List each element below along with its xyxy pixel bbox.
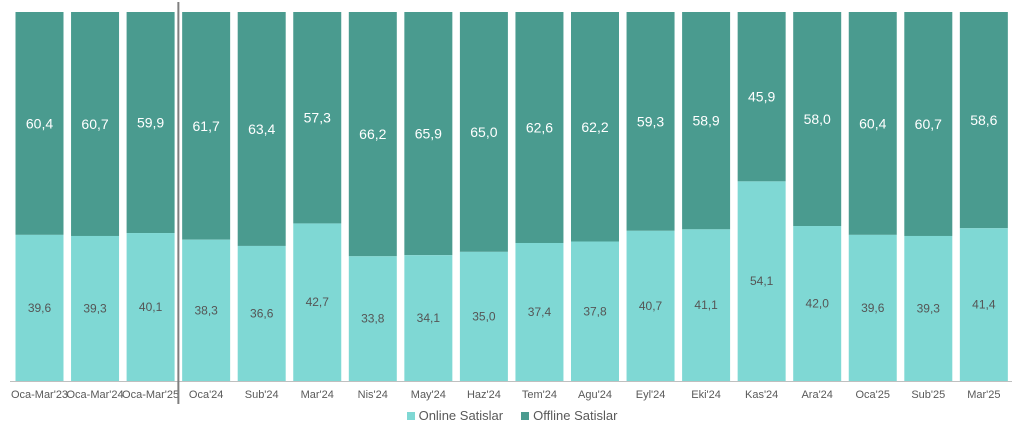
label-online-0: 39,6 xyxy=(28,301,52,315)
legend-label-online: Online Satislar xyxy=(418,408,504,423)
bar-offline-8 xyxy=(459,12,508,252)
bar-online-16 xyxy=(904,235,953,381)
category-label-11: Eyl'24 xyxy=(636,389,666,401)
bar-offline-14 xyxy=(793,12,842,227)
bar-offline-3 xyxy=(182,12,231,240)
bar-online-14 xyxy=(793,226,842,381)
bar-offline-9 xyxy=(515,12,564,243)
legend-label-offline: Offline Satislar xyxy=(533,408,618,423)
label-online-2: 40,1 xyxy=(139,300,163,314)
bar-offline-13 xyxy=(737,12,786,182)
category-label-3: Oca'24 xyxy=(189,389,224,401)
label-offline-5: 57,3 xyxy=(304,110,331,126)
label-online-13: 54,1 xyxy=(750,274,774,288)
bar-offline-4 xyxy=(237,12,286,246)
label-offline-15: 60,4 xyxy=(859,115,886,131)
category-label-13: Kas'24 xyxy=(745,389,778,401)
label-online-6: 33,8 xyxy=(361,312,385,326)
label-online-3: 38,3 xyxy=(194,303,218,317)
bar-offline-12 xyxy=(682,12,731,230)
bar-offline-17 xyxy=(959,12,1008,229)
label-online-5: 42,7 xyxy=(306,295,330,309)
bar-offline-10 xyxy=(571,12,619,242)
label-offline-6: 66,2 xyxy=(359,126,386,142)
bar-online-8 xyxy=(459,251,508,381)
bar-online-10 xyxy=(571,241,619,381)
bar-online-7 xyxy=(404,255,453,381)
category-label-8: Haz'24 xyxy=(467,389,501,401)
category-label-14: Ara'24 xyxy=(801,389,832,401)
label-offline-9: 62,6 xyxy=(526,119,553,135)
label-online-12: 41,1 xyxy=(694,298,718,312)
category-label-9: Tem'24 xyxy=(522,389,557,401)
label-offline-16: 60,7 xyxy=(915,116,942,132)
legend-item-offline: Offline Satislar xyxy=(521,408,617,423)
label-online-1: 39,3 xyxy=(83,301,107,315)
label-online-10: 37,8 xyxy=(583,304,607,318)
label-offline-3: 61,7 xyxy=(193,118,220,134)
label-offline-0: 60,4 xyxy=(26,115,53,131)
category-label-6: Nis'24 xyxy=(358,389,388,401)
label-online-11: 40,7 xyxy=(639,299,663,313)
label-online-9: 37,4 xyxy=(528,305,552,319)
label-online-15: 39,6 xyxy=(861,301,885,315)
bar-offline-5 xyxy=(293,12,342,224)
bar-offline-7 xyxy=(404,12,453,256)
bar-online-11 xyxy=(626,230,675,381)
label-offline-1: 60,7 xyxy=(81,116,108,132)
category-label-10: Agu'24 xyxy=(578,389,612,401)
label-offline-2: 59,9 xyxy=(137,115,164,131)
chart-legend: Online Satislar Offline Satislar xyxy=(0,408,1024,423)
label-offline-4: 63,4 xyxy=(248,121,275,137)
bar-offline-2 xyxy=(126,12,175,234)
label-offline-14: 58,0 xyxy=(804,111,831,127)
category-label-4: Sub'24 xyxy=(245,389,279,401)
category-label-15: Oca'25 xyxy=(855,389,890,401)
label-online-7: 34,1 xyxy=(417,311,441,325)
label-online-4: 36,6 xyxy=(250,306,274,320)
bar-offline-11 xyxy=(626,12,675,231)
bar-online-13 xyxy=(737,181,786,381)
bar-online-6 xyxy=(348,256,397,381)
label-offline-10: 62,2 xyxy=(581,119,608,135)
bar-online-1 xyxy=(71,235,120,381)
label-offline-13: 45,9 xyxy=(748,89,775,105)
label-online-14: 42,0 xyxy=(806,297,830,311)
category-label-7: May'24 xyxy=(411,389,446,401)
category-label-5: Mar'24 xyxy=(301,389,334,401)
label-offline-7: 65,9 xyxy=(415,126,442,142)
bar-online-12 xyxy=(682,229,731,381)
category-label-16: Sub'25 xyxy=(911,389,945,401)
category-label-17: Mar'25 xyxy=(967,389,1000,401)
legend-item-online: Online Satislar xyxy=(406,408,504,423)
label-offline-11: 59,3 xyxy=(637,113,664,129)
bar-offline-1 xyxy=(71,12,120,236)
label-offline-12: 58,9 xyxy=(692,113,719,129)
label-online-8: 35,0 xyxy=(472,309,496,323)
bar-online-5 xyxy=(293,223,342,381)
bar-online-4 xyxy=(237,245,286,381)
bar-online-9 xyxy=(515,242,564,381)
bar-online-3 xyxy=(182,239,231,381)
label-online-17: 41,4 xyxy=(972,298,996,312)
bar-offline-0 xyxy=(15,12,64,235)
bar-online-0 xyxy=(15,234,64,381)
category-label-2: Oca-Mar'25 xyxy=(122,389,179,401)
legend-swatch-online xyxy=(406,411,415,420)
legend-swatch-offline xyxy=(521,411,530,420)
bar-online-2 xyxy=(126,233,175,381)
category-label-1: Oca-Mar'24 xyxy=(66,389,123,401)
bar-online-17 xyxy=(959,228,1008,381)
label-online-16: 39,3 xyxy=(917,301,941,315)
bar-offline-16 xyxy=(904,12,953,236)
bar-online-15 xyxy=(848,234,897,381)
bar-offline-15 xyxy=(848,12,897,235)
bar-offline-6 xyxy=(348,12,397,257)
label-offline-8: 65,0 xyxy=(470,124,497,140)
category-label-0: Oca-Mar'23 xyxy=(11,389,68,401)
label-offline-17: 58,6 xyxy=(970,112,997,128)
category-label-12: Eki'24 xyxy=(691,389,721,401)
